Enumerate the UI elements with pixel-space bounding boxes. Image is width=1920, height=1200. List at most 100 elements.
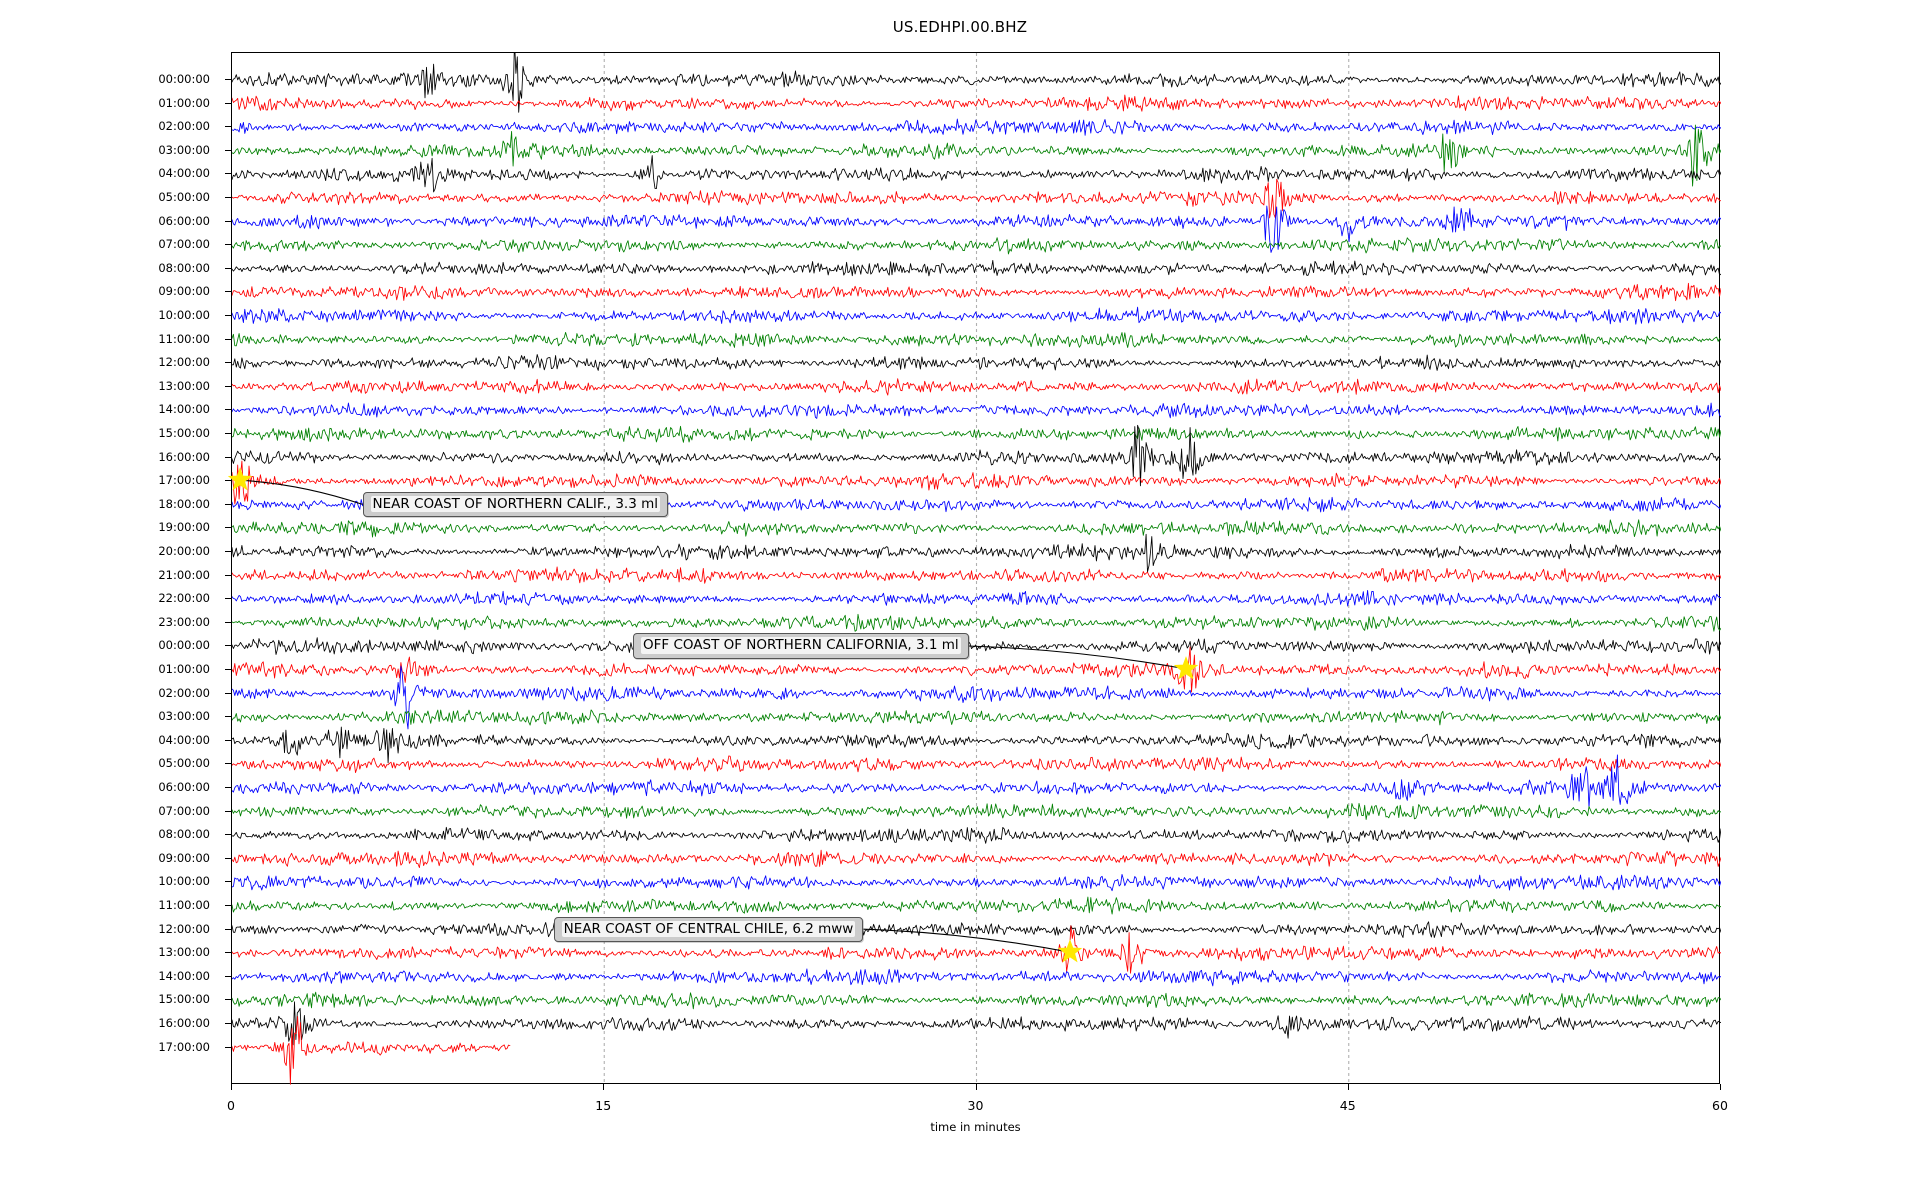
y-axis-hour-label: 01:00:00 — [158, 95, 210, 110]
y-axis-tick — [225, 527, 231, 529]
x-axis-tick — [1347, 1084, 1349, 1090]
y-axis-tick — [225, 952, 231, 954]
y-axis-hour-label: 06:00:00 — [158, 780, 210, 794]
y-axis-tick — [225, 126, 231, 128]
plot-area — [231, 52, 1721, 1085]
y-axis-tick — [225, 503, 231, 505]
x-axis-tick — [1720, 1084, 1721, 1090]
y-axis-hour-label: 08:00:00 — [158, 260, 210, 275]
y-axis-hour-label: 11:00:00 — [158, 898, 210, 912]
y-axis-tick — [225, 551, 231, 552]
y-axis-tick — [225, 739, 231, 741]
x-axis-tick-label: 0 — [227, 1098, 235, 1113]
y-axis-tick — [225, 1046, 231, 1048]
y-axis-tick — [225, 456, 231, 458]
y-axis-tick — [225, 173, 231, 175]
x-axis-title: time in minutes — [930, 1120, 1021, 1134]
y-axis-hour-label: 01:00:00 — [158, 662, 210, 676]
y-axis-tick — [225, 787, 231, 788]
y-axis-hour-label: 12:00:00 — [158, 355, 210, 370]
y-axis-tick — [225, 857, 231, 859]
y-axis-tick — [225, 621, 231, 623]
y-axis-tick — [225, 669, 231, 670]
y-axis-hour-label: 13:00:00 — [158, 945, 210, 960]
x-axis-tick-label: 15 — [595, 1098, 612, 1113]
x-axis-tick-label: 45 — [1339, 1098, 1356, 1113]
x-axis-tick-label: 30 — [967, 1098, 984, 1113]
y-axis-tick — [225, 362, 231, 364]
event-annotation-label[interactable]: OFF COAST OF NORTHERN CALIFORNIA, 3.1 ml — [633, 633, 969, 659]
y-axis-hour-label: 15:00:00 — [158, 992, 210, 1007]
y-axis-tick — [225, 433, 231, 434]
event-annotation-label[interactable]: NEAR COAST OF NORTHERN CALIF., 3.3 ml — [362, 491, 669, 517]
y-axis-hour-label: 09:00:00 — [158, 850, 210, 865]
y-axis-hour-label: 17:00:00 — [158, 1039, 210, 1054]
y-axis-hour-label: 04:00:00 — [158, 166, 210, 181]
y-axis-hour-label: 13:00:00 — [158, 378, 210, 393]
y-axis-hour-label: 18:00:00 — [158, 496, 210, 511]
y-axis-tick — [225, 598, 231, 600]
y-axis-tick — [225, 763, 231, 765]
event-annotation-label[interactable]: NEAR COAST OF CENTRAL CHILE, 6.2 mww — [553, 916, 864, 942]
y-axis-hour-label: 19:00:00 — [158, 520, 210, 535]
y-axis-hour-label: 00:00:00 — [158, 72, 210, 86]
event-annotation-text: NEAR COAST OF CENTRAL CHILE, 6.2 mww — [561, 920, 856, 937]
y-axis-hour-label: 04:00:00 — [158, 732, 210, 747]
y-axis-hour-label: 11:00:00 — [158, 331, 210, 346]
y-axis-tick — [225, 385, 231, 387]
x-axis-tick — [231, 1084, 232, 1090]
y-axis-hour-label: 05:00:00 — [158, 756, 210, 771]
y-axis-tick — [225, 716, 231, 718]
event-annotation-text: NEAR COAST OF NORTHERN CALIF., 3.3 ml — [370, 495, 661, 512]
y-axis-hour-label: 16:00:00 — [158, 449, 210, 464]
page-title: US.EDHPI.00.BHZ — [892, 18, 1028, 36]
y-axis-tick — [225, 999, 231, 1001]
y-axis-tick — [225, 79, 231, 80]
y-axis-tick — [225, 338, 231, 340]
y-axis-hour-label: 14:00:00 — [158, 968, 210, 983]
y-axis-tick — [225, 692, 231, 694]
y-axis-tick — [225, 267, 231, 269]
y-axis-hour-label: 12:00:00 — [158, 921, 210, 936]
y-axis-tick — [225, 975, 231, 977]
y-axis-tick — [225, 905, 231, 906]
y-axis-hour-label: 07:00:00 — [158, 803, 210, 818]
x-axis-tick — [603, 1084, 605, 1090]
y-axis-hour-label: 09:00:00 — [158, 284, 210, 299]
y-axis-tick — [225, 102, 231, 104]
y-axis-hour-label: 17:00:00 — [158, 473, 210, 488]
y-axis-hour-label: 03:00:00 — [158, 142, 210, 157]
y-axis-tick — [225, 244, 231, 246]
y-axis-hour-label: 15:00:00 — [158, 426, 210, 440]
event-annotation-text: OFF COAST OF NORTHERN CALIFORNIA, 3.1 ml — [641, 637, 961, 654]
y-axis-hour-label: 10:00:00 — [158, 874, 210, 889]
y-axis-hour-label: 22:00:00 — [158, 591, 210, 606]
y-axis-tick — [225, 291, 231, 293]
y-axis-tick — [225, 881, 231, 883]
y-axis-tick — [225, 315, 231, 316]
y-axis-hour-label: 00:00:00 — [158, 638, 210, 653]
y-axis-hour-label: 08:00:00 — [158, 827, 210, 842]
x-axis-tick-label: 60 — [1712, 1098, 1728, 1113]
y-axis-hour-label: 20:00:00 — [158, 544, 210, 558]
y-axis-hour-label: 14:00:00 — [158, 402, 210, 417]
y-axis-hour-label: 02:00:00 — [158, 685, 210, 700]
y-axis-tick — [225, 409, 231, 411]
y-axis-hour-label: 21:00:00 — [158, 567, 210, 582]
y-axis-tick — [225, 197, 231, 198]
y-axis-tick — [225, 928, 231, 930]
y-axis-hour-label: 06:00:00 — [158, 213, 210, 228]
y-axis-tick — [225, 1023, 231, 1024]
y-axis-tick — [225, 480, 231, 482]
y-axis-hour-label: 16:00:00 — [158, 1016, 210, 1030]
y-axis-hour-label: 03:00:00 — [158, 709, 210, 724]
y-axis-tick — [225, 810, 231, 812]
x-axis-tick — [975, 1084, 977, 1090]
y-axis-tick — [225, 574, 231, 576]
y-axis-hour-label: 23:00:00 — [158, 614, 210, 629]
y-axis-tick — [225, 834, 231, 836]
seismic-traces — [232, 53, 1721, 1085]
y-axis-hour-label: 05:00:00 — [158, 190, 210, 204]
y-axis-tick — [225, 220, 231, 222]
